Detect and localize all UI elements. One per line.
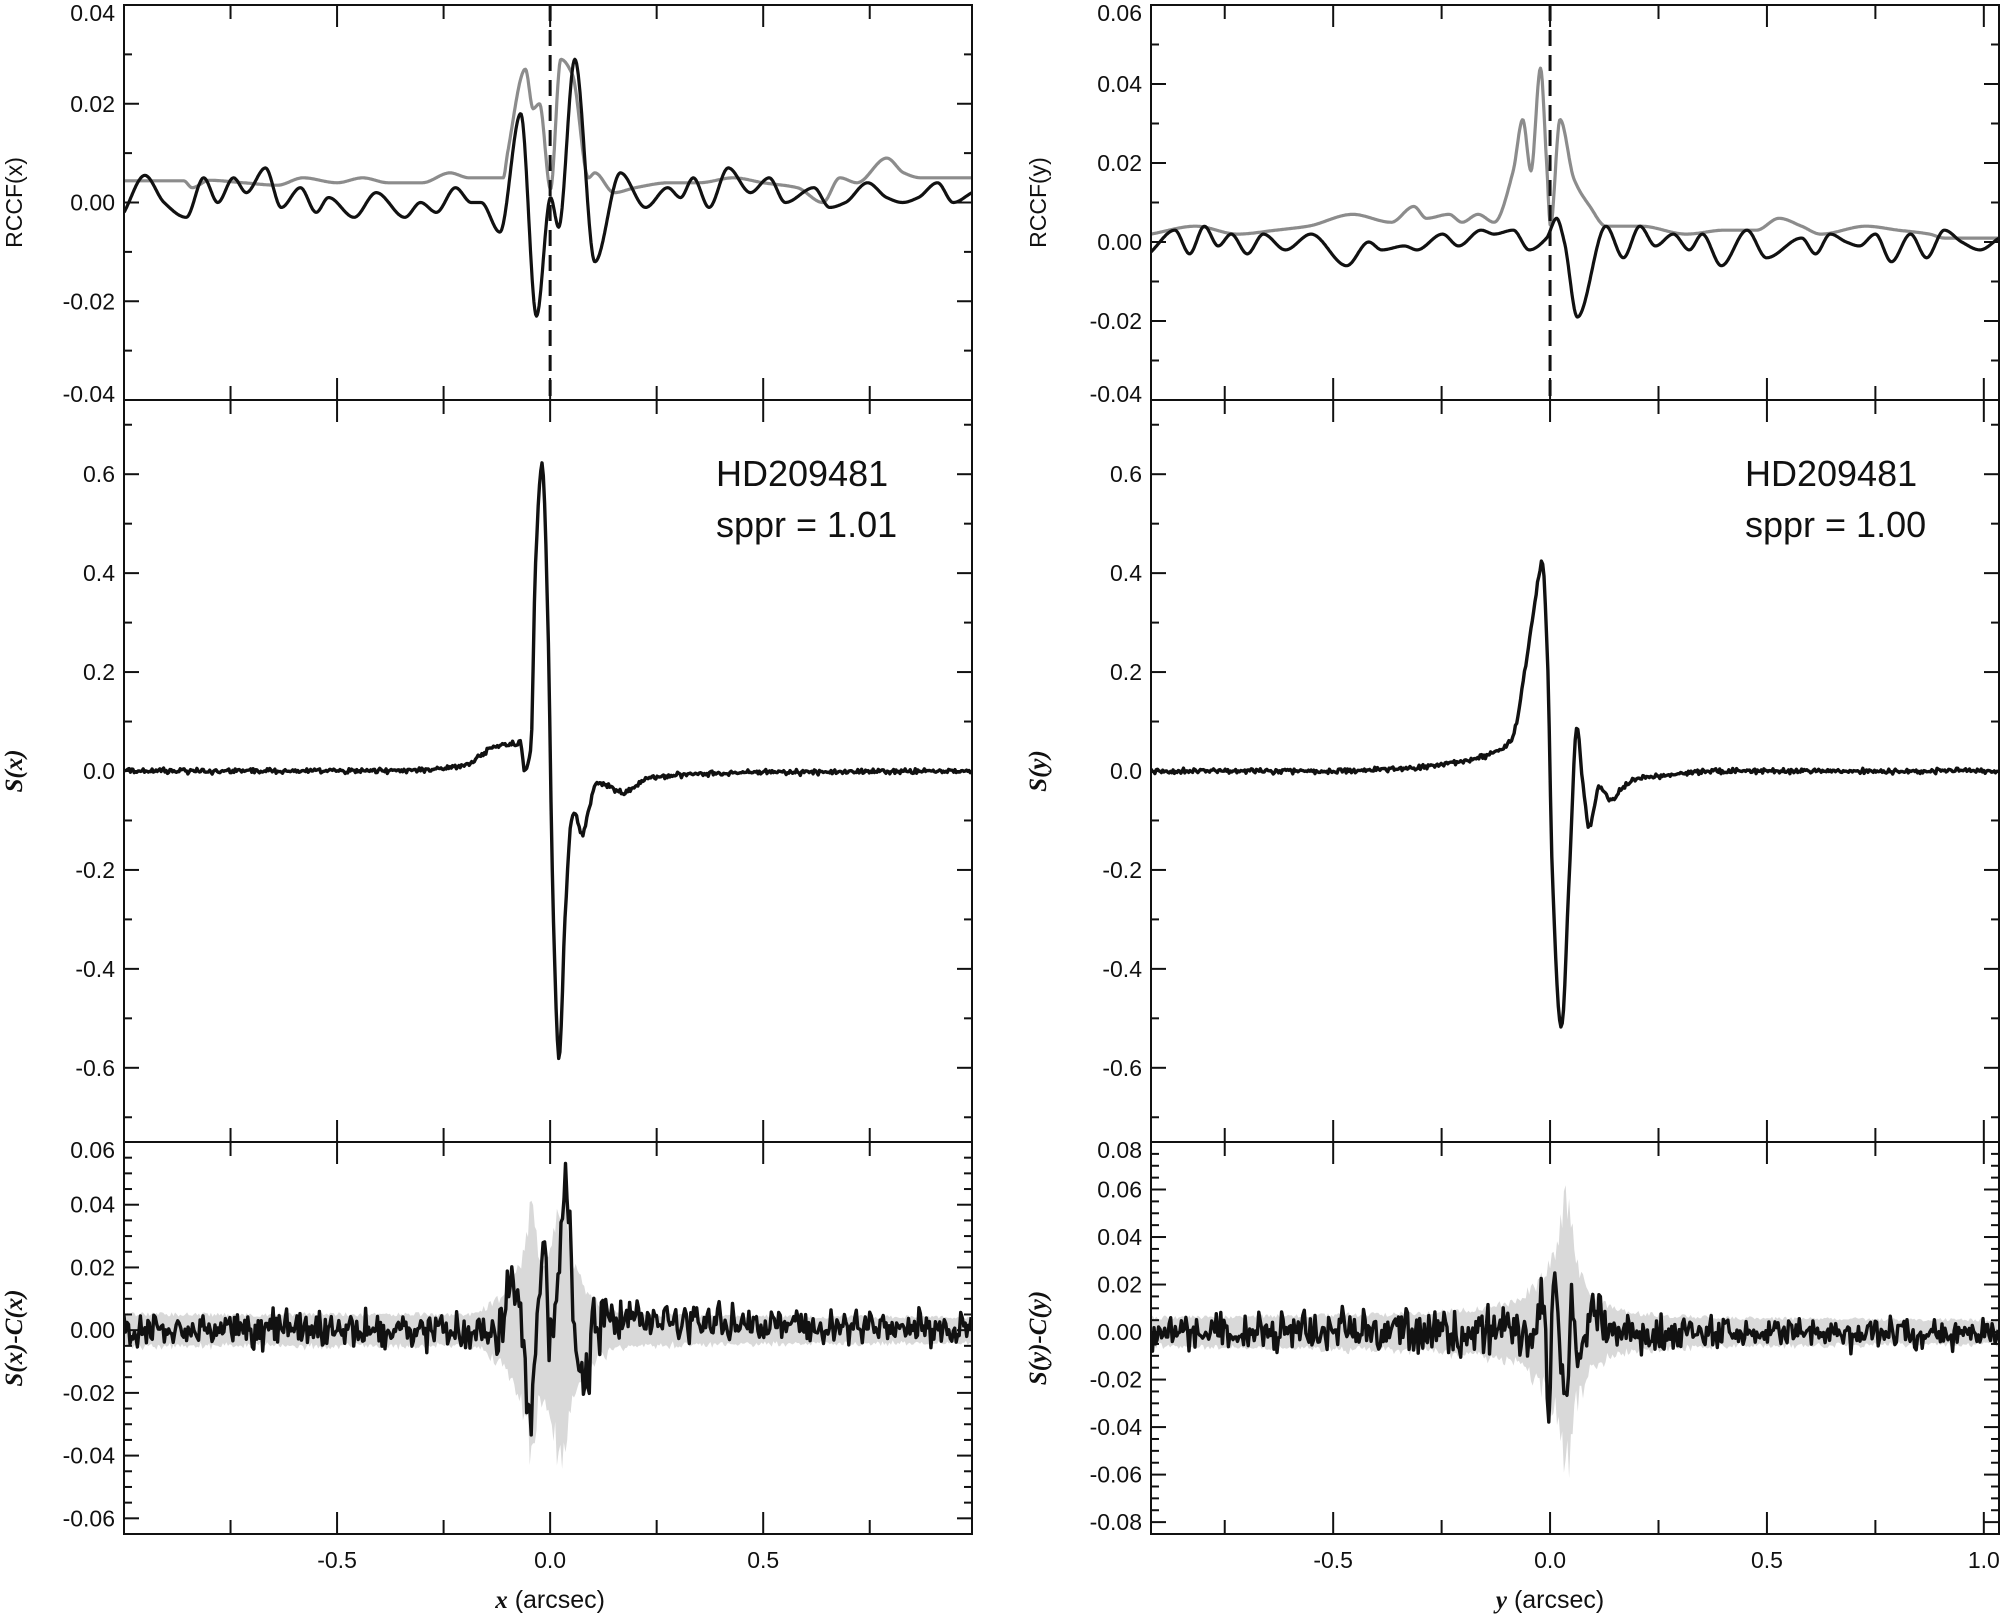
x-tick-label: -0.5 bbox=[317, 1547, 357, 1573]
x-tick-label: -0.5 bbox=[1313, 1547, 1353, 1573]
y-tick-label: 0.08 bbox=[1097, 1137, 1142, 1163]
y-tick-label: 0.02 bbox=[70, 91, 115, 117]
y-tick-label: -0.06 bbox=[63, 1505, 115, 1531]
y-tick-label: 0.06 bbox=[70, 1137, 115, 1163]
x-tick-label: 0.0 bbox=[534, 1547, 566, 1573]
series-gray-line bbox=[124, 57, 972, 205]
series-black-line bbox=[1151, 1271, 1999, 1424]
y-axis-label: RCCF(y) bbox=[1025, 157, 1051, 248]
plot-area bbox=[1151, 66, 1999, 319]
y-tick-label: -0.04 bbox=[1090, 1414, 1143, 1440]
y-tick-label: 0.2 bbox=[1110, 659, 1142, 685]
y-tick-label: -0.4 bbox=[75, 956, 115, 982]
y-tick-label: 0.6 bbox=[83, 461, 115, 487]
plot-area bbox=[1151, 1185, 1999, 1479]
x-tick-label: 1.0 bbox=[1968, 1547, 2000, 1573]
y-tick-label: 0.04 bbox=[70, 0, 115, 26]
panel-left-bottom: -0.06 -0.04 -0.02 0.00 0.02 0.04 0.06 S(x)-C(x) bbox=[1, 1137, 973, 1535]
x-tick-label: 0.0 bbox=[1534, 1547, 1566, 1573]
plot-area bbox=[124, 57, 972, 318]
y-tick-label: -0.2 bbox=[1102, 857, 1142, 883]
y-axis-label: S(y) bbox=[1025, 750, 1052, 792]
x-axis-label: x (arcsec) bbox=[494, 1586, 605, 1614]
y-tick-label: -0.06 bbox=[1090, 1462, 1142, 1488]
x-axis-variable: x bbox=[494, 1587, 508, 1614]
y-tick-label: 0.2 bbox=[83, 659, 115, 685]
y-tick-label: 0.0 bbox=[1110, 758, 1142, 784]
x-axis-space bbox=[508, 1586, 515, 1614]
y-tick-label: -0.2 bbox=[75, 857, 115, 883]
plot-area bbox=[124, 1161, 972, 1469]
star-name-annotation: HD209481 bbox=[1745, 453, 1917, 494]
y-tick-label: -0.02 bbox=[63, 288, 115, 314]
x-tick-label: 0.5 bbox=[747, 1547, 779, 1573]
y-tick-label: 0.04 bbox=[70, 1192, 115, 1218]
y-tick-label: -0.02 bbox=[1090, 1367, 1142, 1393]
y-tick-label: -0.04 bbox=[1090, 381, 1143, 407]
y-tick-label: 0.02 bbox=[1097, 150, 1142, 176]
y-tick-label: 0.06 bbox=[1097, 0, 1142, 26]
x-tick-label: 0.5 bbox=[1751, 1547, 1783, 1573]
series-black-line bbox=[1151, 216, 1999, 319]
panel-right-top: -0.04 -0.02 0.00 0.02 0.04 0.06 RCCF(y) bbox=[1025, 0, 2000, 407]
x-axis-variable: y bbox=[1493, 1587, 1508, 1614]
series-black-line bbox=[124, 57, 972, 318]
y-tick-label: -0.6 bbox=[75, 1055, 115, 1081]
panel-left-middle: -0.6 -0.4 -0.2 0.0 0.2 0.4 0.6 S(x) bbox=[1, 399, 973, 1143]
axes-frame bbox=[123, 1141, 973, 1535]
axes-frame bbox=[1150, 1141, 2000, 1535]
y-tick-label: -0.08 bbox=[1090, 1509, 1142, 1535]
plot-area bbox=[1151, 559, 1999, 1029]
y-tick-label: -0.02 bbox=[63, 1380, 115, 1406]
sppr-annotation: sppr = 1.00 bbox=[1745, 504, 1926, 545]
subplot-column-right: -0.04 -0.02 0.00 0.02 0.04 0.06 RCCF(y) -0.6 -0.… bbox=[1025, 0, 2000, 1614]
y-tick-label: -0.02 bbox=[1090, 308, 1142, 334]
y-tick-label: 0.4 bbox=[83, 560, 115, 586]
star-name-annotation: HD209481 bbox=[716, 453, 888, 494]
y-tick-label: -0.04 bbox=[63, 1443, 116, 1469]
plot-area bbox=[124, 461, 972, 1061]
x-axis-label: y (arcsec) bbox=[1493, 1586, 1604, 1614]
y-axis-label: S(y)-C(y) bbox=[1025, 1291, 1052, 1385]
y-tick-label: 0.06 bbox=[1097, 1177, 1142, 1203]
y-tick-label: 0.04 bbox=[1097, 1224, 1142, 1250]
x-axis-unit: (arcsec) bbox=[1514, 1586, 1604, 1614]
y-axis-label: S(x)-C(x) bbox=[1, 1289, 28, 1386]
y-tick-label: 0.0 bbox=[83, 758, 115, 784]
series-black-line bbox=[124, 461, 972, 1061]
series-gray-line bbox=[1151, 66, 1999, 240]
subplot-column-left: -0.04-0.020.000.020.04RCCF(x)-0.6-0.4-0.… bbox=[1, 0, 973, 1614]
y-tick-label: 0.00 bbox=[70, 1317, 115, 1343]
axes-frame bbox=[1150, 4, 2000, 401]
x-axis-unit: (arcsec) bbox=[515, 1586, 605, 1614]
y-axis-label: RCCF(x) bbox=[1, 157, 27, 248]
series-black-line bbox=[1151, 559, 1999, 1029]
y-tick-label: 0.6 bbox=[1110, 461, 1142, 487]
sppr-annotation: sppr = 1.01 bbox=[716, 504, 897, 545]
y-tick-label: 0.4 bbox=[1110, 560, 1142, 586]
y-tick-label: 0.00 bbox=[1097, 1319, 1142, 1345]
x-axis-space bbox=[1507, 1586, 1514, 1614]
y-tick-label: -0.6 bbox=[1102, 1055, 1142, 1081]
series-black-line bbox=[124, 1161, 972, 1437]
panel-right-bottom: -0.08 -0.06 -0.04 -0.02 0.00 0.02 0.04 0.06 0.08… bbox=[1025, 1137, 2000, 1535]
y-tick-label: 0.02 bbox=[1097, 1272, 1142, 1298]
y-tick-label: 0.04 bbox=[1097, 71, 1142, 97]
y-tick-label: 0.00 bbox=[70, 190, 115, 216]
y-axis-label: S(x) bbox=[1, 749, 28, 792]
y-tick-label: -0.4 bbox=[1102, 956, 1142, 982]
y-tick-label: -0.04 bbox=[63, 381, 116, 407]
y-tick-label: 0.02 bbox=[70, 1254, 115, 1280]
y-tick-label: 0.00 bbox=[1097, 229, 1142, 255]
panel-left-top: -0.04 -0.02 0.00 0.02 0.04 RCCF(x) bbox=[1, 0, 973, 407]
